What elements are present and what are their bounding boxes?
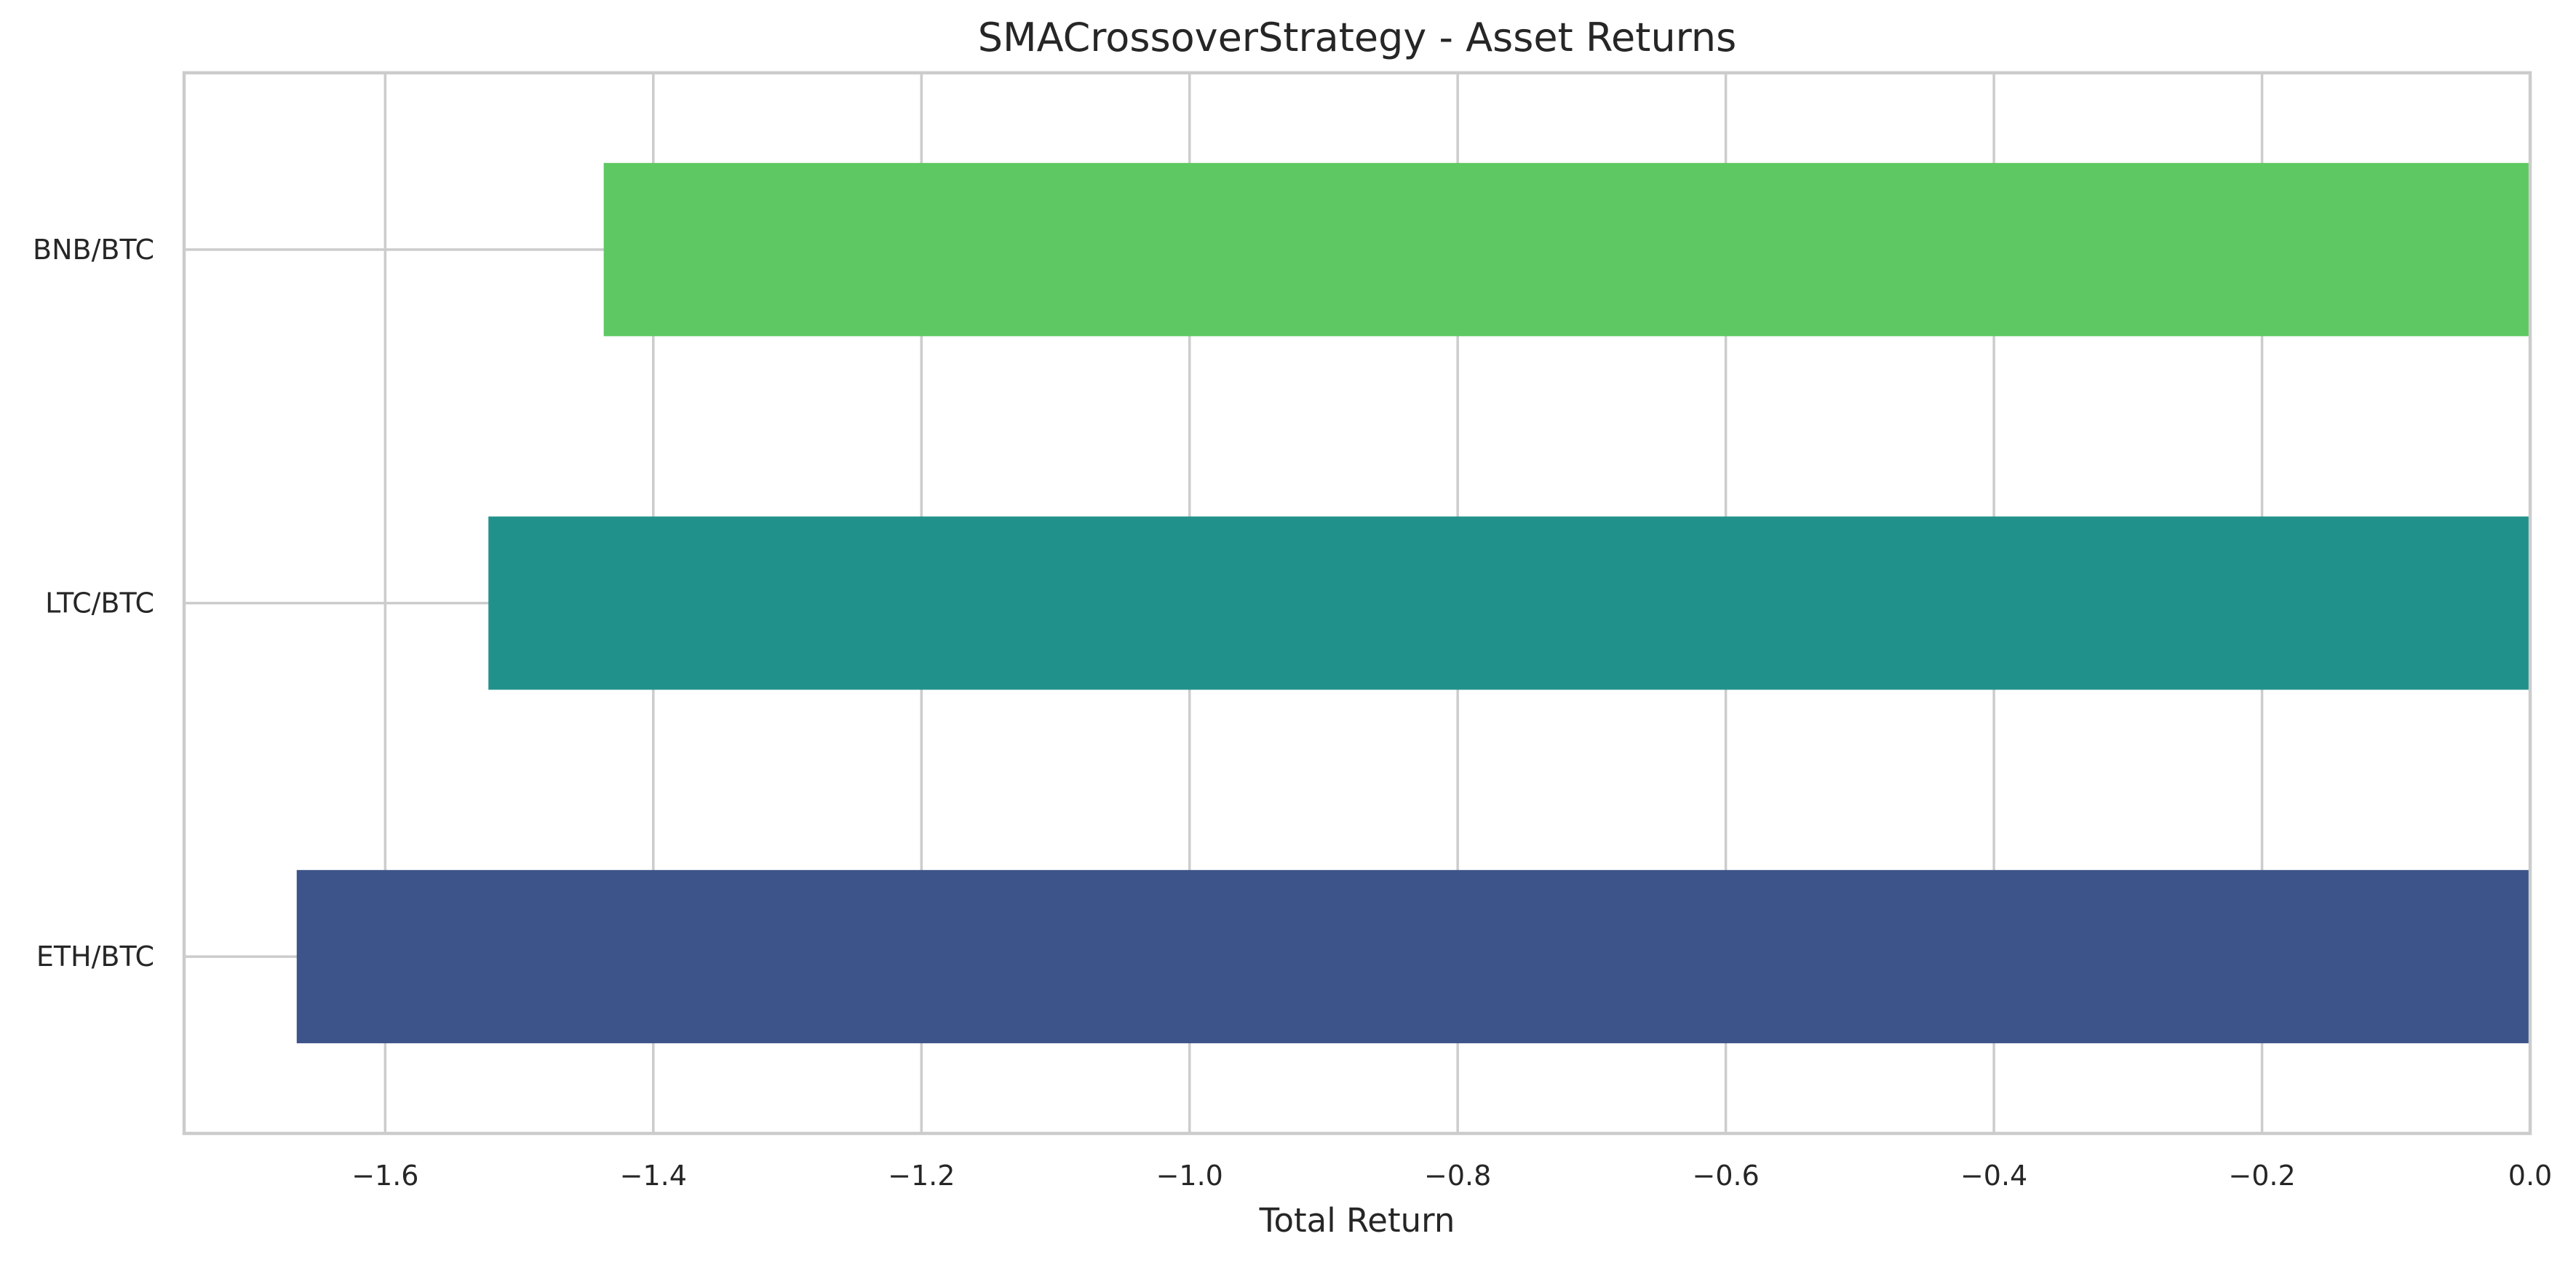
plot-frame xyxy=(182,71,2532,1136)
y-tick-labels: ETH/BTC LTC/BTC BNB/BTC xyxy=(33,234,154,973)
y-tick-label: ETH/BTC xyxy=(36,941,154,973)
x-tick-label: 0.0 xyxy=(2508,1160,2552,1192)
x-tick-label: −1.0 xyxy=(1156,1160,1223,1192)
x-tick-label: −1.4 xyxy=(620,1160,687,1192)
x-tick-label: −0.2 xyxy=(2228,1160,2295,1192)
bars xyxy=(296,162,2531,1044)
bar-ltc-btc xyxy=(488,516,2531,690)
x-tick-label: −1.6 xyxy=(351,1160,418,1192)
x-tick-label: −1.2 xyxy=(888,1160,955,1192)
bar-bnb-btc xyxy=(603,162,2530,336)
x-tick-label: −0.6 xyxy=(1692,1160,1759,1192)
y-tick-label: LTC/BTC xyxy=(45,587,154,619)
x-tick-label: −0.8 xyxy=(1424,1160,1491,1192)
x-tick-labels: −1.6 −1.4 −1.2 −1.0 −0.8 −0.6 −0.4 −0.2 0.0 xyxy=(351,1160,2552,1192)
chart-title: SMACrossoverStrategy - Asset Returns xyxy=(978,15,1737,60)
bar-eth-btc xyxy=(296,870,2531,1044)
x-axis-label: Total Return xyxy=(1259,1201,1455,1240)
y-tick-label: BNB/BTC xyxy=(33,234,154,266)
x-tick-label: −0.4 xyxy=(1960,1160,2027,1192)
